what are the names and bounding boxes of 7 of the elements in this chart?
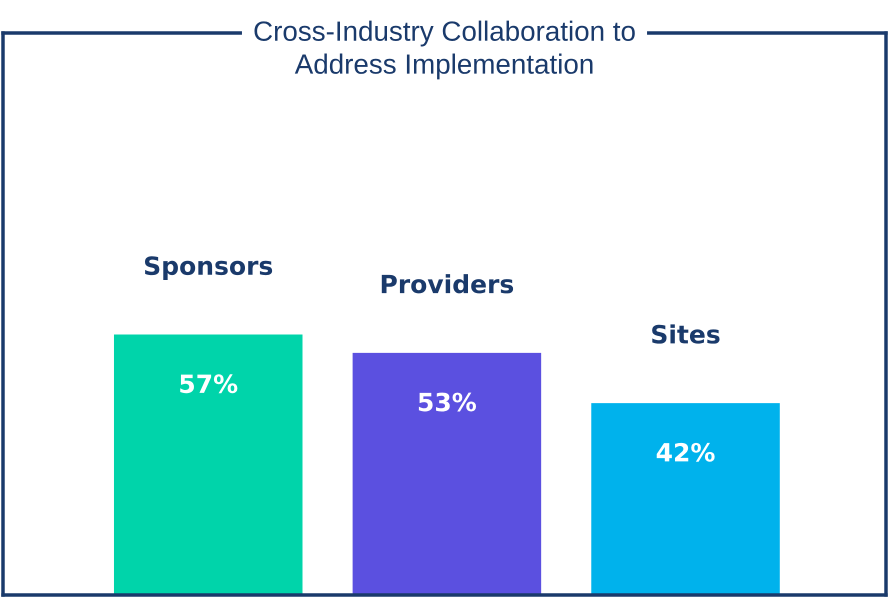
- chart-title: Cross-Industry Collaboration to Address Implementation: [254, 20, 635, 80]
- x-tick-label: Sponsors: [144, 256, 272, 280]
- x-tick-label: Sites: [652, 324, 720, 344]
- data-label: 53%: [418, 392, 476, 412]
- data-label: 57%: [180, 374, 238, 394]
- data-label: 42%: [656, 442, 715, 462]
- x-tick-label: Providers: [382, 274, 514, 294]
